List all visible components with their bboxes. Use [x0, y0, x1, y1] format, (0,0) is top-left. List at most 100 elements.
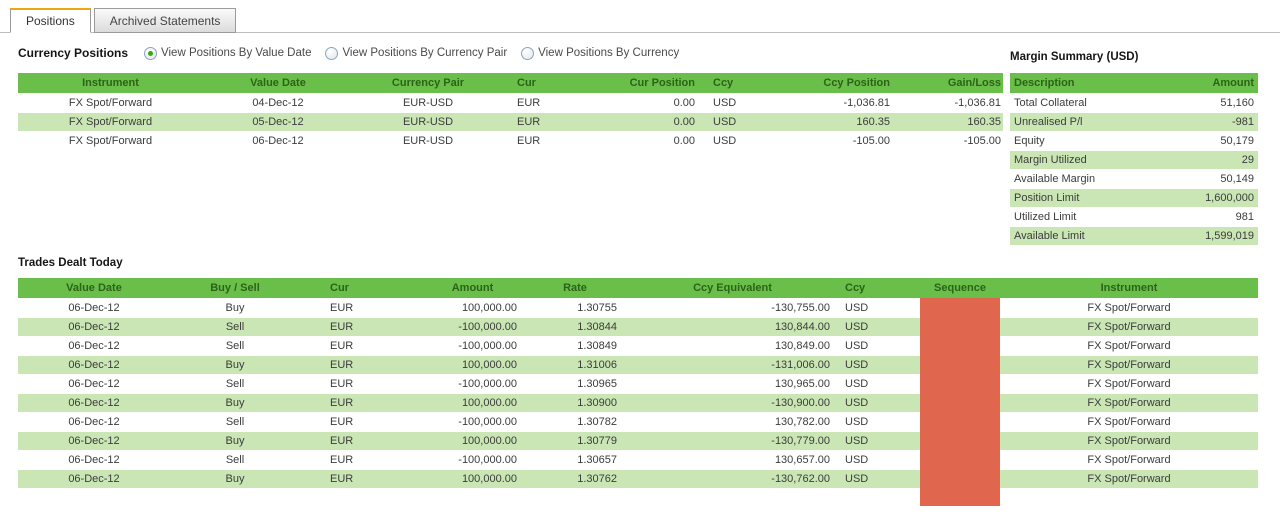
- table-row: Utilized Limit 981: [1010, 206, 1258, 226]
- cell: Sell: [170, 411, 300, 431]
- cell: Total Collateral: [1010, 92, 1160, 112]
- radio-label: View Positions By Currency: [538, 47, 680, 59]
- cell: EUR: [300, 373, 420, 393]
- cell: FX Spot/Forward: [1000, 373, 1258, 393]
- cell: 29: [1160, 149, 1258, 169]
- tab-bar: Positions Archived Statements: [0, 8, 1280, 33]
- tab-archived-statements[interactable]: Archived Statements: [93, 8, 237, 33]
- cell: Buy: [170, 392, 300, 412]
- cell: 1.30657: [525, 449, 625, 469]
- cell: EUR: [300, 468, 420, 488]
- cell: EUR: [300, 392, 420, 412]
- cell: USD: [703, 130, 773, 150]
- cell: USD: [703, 92, 773, 112]
- cell: EUR: [300, 430, 420, 450]
- cell: 130,657.00: [625, 449, 840, 469]
- cell: FX Spot/Forward: [1000, 468, 1258, 488]
- cell: USD: [840, 373, 920, 393]
- cell: -1,036.81: [898, 92, 1003, 112]
- table-row: Available Limit 1,599,019: [1010, 225, 1258, 245]
- trades-dealt-today-title: Trades Dealt Today: [18, 257, 123, 269]
- cell: 0.00: [583, 130, 703, 150]
- table-row: 06-Dec-12 Sell EUR -100,000.00 1.30849 130,84…: [18, 335, 1258, 355]
- cell: EUR-USD: [353, 92, 503, 112]
- cell: USD: [840, 335, 920, 355]
- cell: -100,000.00: [420, 316, 525, 336]
- cell: Position Limit: [1010, 187, 1160, 207]
- table-row: 06-Dec-12 Sell EUR -100,000.00 1.30657 130,65…: [18, 449, 1258, 469]
- cell: Available Limit: [1010, 225, 1160, 245]
- cell: -130,762.00: [625, 468, 840, 488]
- column-header: Amount: [420, 278, 525, 298]
- cell: Margin Utilized: [1010, 149, 1160, 169]
- cell: 1,599,019: [1160, 225, 1258, 245]
- cell: EUR: [300, 316, 420, 336]
- cell: 0.00: [583, 92, 703, 112]
- cell: 130,849.00: [625, 335, 840, 355]
- column-header: Ccy Equivalent: [625, 278, 840, 298]
- cell: -130,755.00: [625, 297, 840, 317]
- column-header: Amount: [1160, 73, 1258, 93]
- column-header: Instrument: [18, 73, 203, 93]
- table-row: Available Margin 50,149: [1010, 168, 1258, 188]
- column-header: Description: [1010, 73, 1160, 93]
- cell: 1,600,000: [1160, 187, 1258, 207]
- cell: -100,000.00: [420, 373, 525, 393]
- cell: USD: [840, 468, 920, 488]
- table-row: 06-Dec-12 Sell EUR -100,000.00 1.30844 130,84…: [18, 316, 1258, 336]
- cell: 100,000.00: [420, 468, 525, 488]
- radio-icon[interactable]: [521, 46, 535, 60]
- cell: USD: [840, 297, 920, 317]
- cell: 06-Dec-12: [18, 430, 170, 450]
- cell: FX Spot/Forward: [1000, 354, 1258, 374]
- table-row: Equity 50,179: [1010, 130, 1258, 150]
- cell: 50,149: [1160, 168, 1258, 188]
- cell: 100,000.00: [420, 297, 525, 317]
- cell: -981: [1160, 111, 1258, 131]
- column-header: Cur: [503, 73, 583, 93]
- radio-selected-icon[interactable]: [144, 46, 158, 60]
- cell: FX Spot/Forward: [1000, 430, 1258, 450]
- table-row: FX Spot/Forward 04-Dec-12 EUR-USD EUR 0.00 US…: [18, 92, 1003, 112]
- cell: 50,179: [1160, 130, 1258, 150]
- cell: 06-Dec-12: [18, 449, 170, 469]
- radio-view-positions-by-currency-pair[interactable]: View Positions By Currency Pair: [325, 46, 507, 60]
- currency-positions-table: Instrument Value Date Currency Pair Cur Cur …: [18, 73, 1003, 150]
- column-header: Rate: [525, 278, 625, 298]
- cell: 51,160: [1160, 92, 1258, 112]
- tab-positions[interactable]: Positions: [10, 8, 91, 33]
- radio-view-positions-by-currency[interactable]: View Positions By Currency: [521, 46, 680, 60]
- cell: EUR: [300, 449, 420, 469]
- column-header: Instrument: [1000, 278, 1258, 298]
- column-header: Gain/Loss: [898, 73, 1003, 93]
- cell: -131,006.00: [625, 354, 840, 374]
- cell: Buy: [170, 297, 300, 317]
- cell: EUR-USD: [353, 130, 503, 150]
- cell: 1.30779: [525, 430, 625, 450]
- table-row: Unrealised P/l -981: [1010, 111, 1258, 131]
- cell: FX Spot/Forward: [1000, 411, 1258, 431]
- cell: FX Spot/Forward: [1000, 392, 1258, 412]
- cell: FX Spot/Forward: [18, 111, 203, 131]
- cell: USD: [840, 316, 920, 336]
- column-header: Currency Pair: [353, 73, 503, 93]
- table-row: 06-Dec-12 Sell EUR -100,000.00 1.30965 130,96…: [18, 373, 1258, 393]
- cell: -105.00: [898, 130, 1003, 150]
- cell: 1.30782: [525, 411, 625, 431]
- cell: EUR: [503, 111, 583, 131]
- radio-icon[interactable]: [325, 46, 339, 60]
- radio-view-positions-by-value-date[interactable]: View Positions By Value Date: [144, 46, 312, 60]
- cell: Utilized Limit: [1010, 206, 1160, 226]
- table-row: FX Spot/Forward 06-Dec-12 EUR-USD EUR 0.00 US…: [18, 130, 1003, 150]
- cell: Sell: [170, 373, 300, 393]
- sequence-redaction-overlay: [920, 298, 1000, 506]
- cell: FX Spot/Forward: [1000, 297, 1258, 317]
- cell: Buy: [170, 354, 300, 374]
- cell: 06-Dec-12: [18, 297, 170, 317]
- cell: 100,000.00: [420, 430, 525, 450]
- cell: 160.35: [773, 111, 898, 131]
- cell: 1.31006: [525, 354, 625, 374]
- radio-label: View Positions By Value Date: [161, 47, 312, 59]
- cell: 06-Dec-12: [18, 373, 170, 393]
- cell: FX Spot/Forward: [18, 130, 203, 150]
